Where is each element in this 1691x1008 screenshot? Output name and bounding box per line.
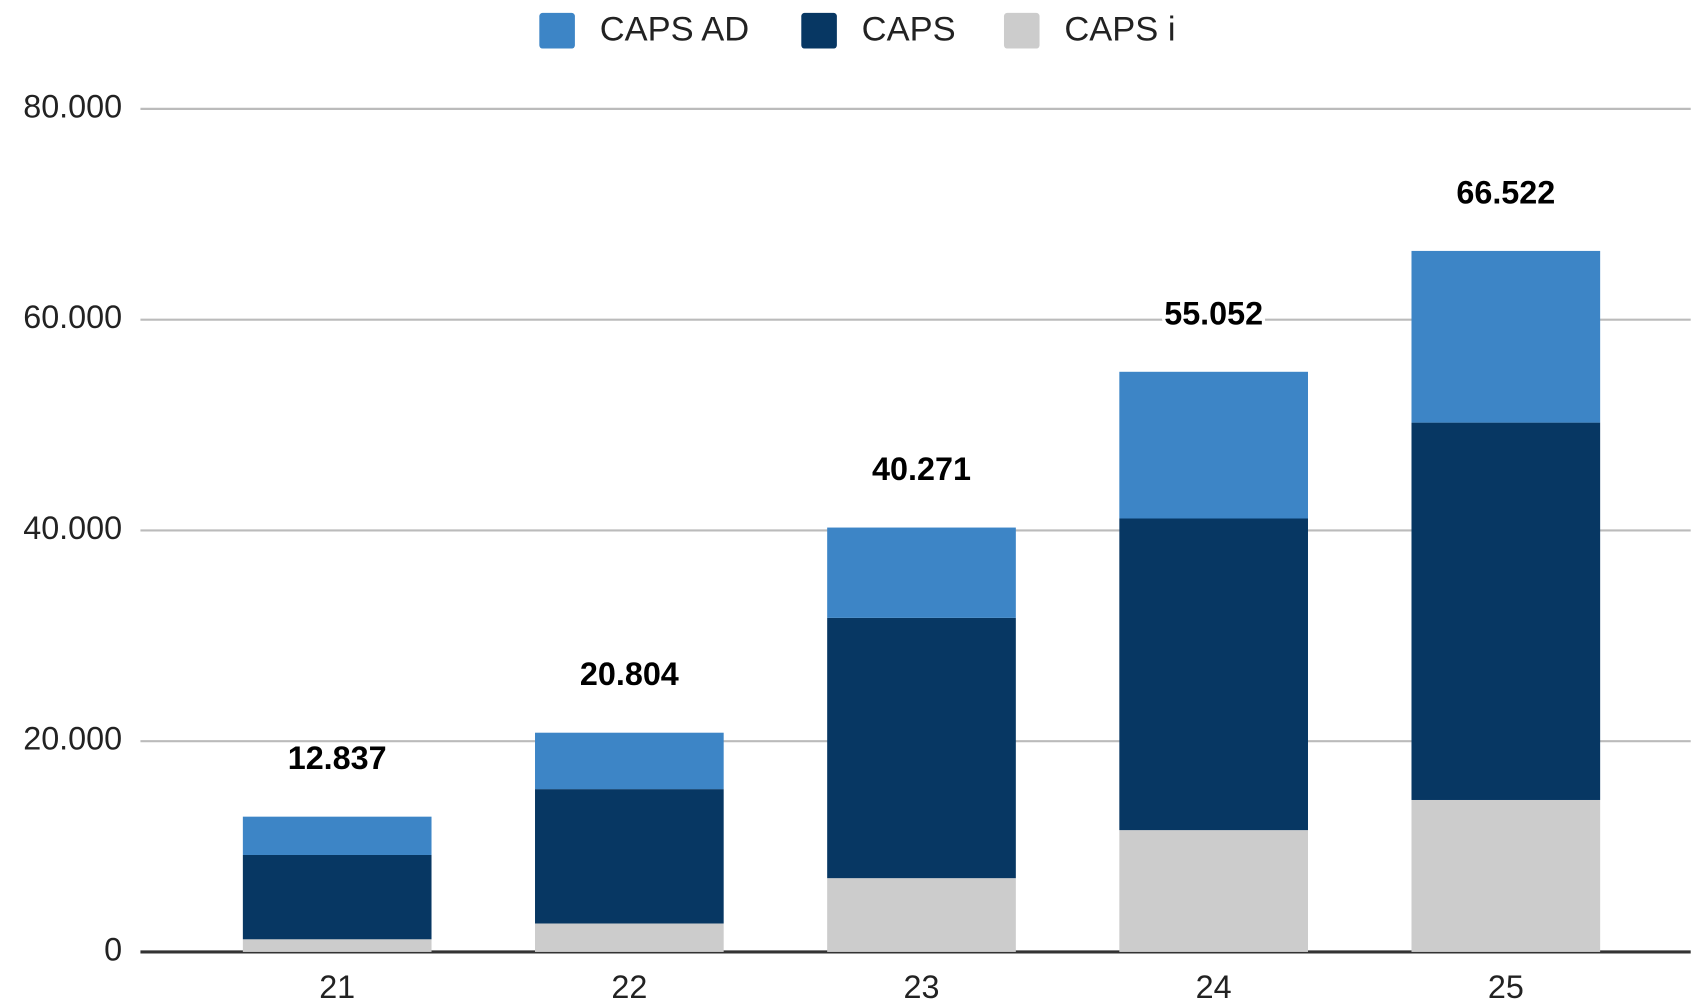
bar-segment bbox=[242, 854, 432, 940]
x-tick-label: 25 bbox=[1488, 969, 1524, 1005]
legend-label: CAPS bbox=[862, 10, 956, 48]
legend-label: CAPS i bbox=[1064, 10, 1175, 48]
bar-segment bbox=[827, 878, 1016, 952]
legend-swatch bbox=[801, 12, 837, 49]
y-tick-label: 0 bbox=[104, 931, 122, 967]
y-tick-label: 80.000 bbox=[23, 88, 122, 124]
bar-segment bbox=[1411, 422, 1601, 800]
legend-label: CAPS AD bbox=[600, 10, 750, 48]
bar-segment bbox=[1119, 518, 1308, 831]
bar-segment bbox=[242, 939, 432, 952]
y-tick-label: 40.000 bbox=[23, 510, 122, 546]
x-tick-label: 22 bbox=[611, 969, 647, 1005]
total-label: 20.804 bbox=[580, 656, 679, 692]
total-label: 12.837 bbox=[288, 740, 387, 776]
x-tick-label: 24 bbox=[1196, 969, 1232, 1005]
bar-segment bbox=[535, 789, 724, 924]
legend-swatch bbox=[539, 12, 575, 49]
bar-segment bbox=[1119, 830, 1308, 952]
y-tick-label: 60.000 bbox=[23, 299, 122, 335]
total-label: 55.052 bbox=[1164, 295, 1263, 331]
bar-segment bbox=[1119, 371, 1308, 519]
total-label: 66.522 bbox=[1456, 174, 1555, 210]
bar-segment bbox=[1411, 250, 1601, 423]
y-tick-label: 20.000 bbox=[23, 721, 122, 757]
x-tick-label: 21 bbox=[319, 969, 355, 1005]
bar-segment bbox=[535, 732, 724, 790]
x-tick-label: 23 bbox=[904, 969, 940, 1005]
bar-segment bbox=[242, 816, 432, 855]
bar-segment bbox=[1411, 799, 1601, 952]
bar-segment bbox=[535, 923, 724, 952]
bar-segment bbox=[827, 527, 1016, 618]
legend-swatch bbox=[1003, 12, 1040, 49]
total-label: 40.271 bbox=[872, 451, 971, 487]
bar-segment bbox=[827, 617, 1016, 879]
